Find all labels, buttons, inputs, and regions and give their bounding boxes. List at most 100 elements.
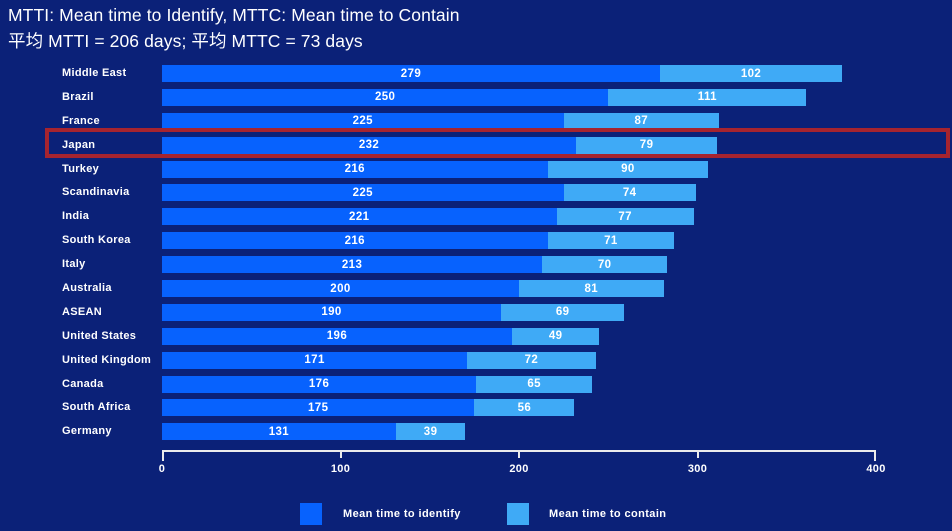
value-label: 81 — [584, 282, 599, 295]
category-label: South Korea — [62, 234, 131, 247]
mttc-segment: 87 — [563, 112, 719, 130]
chart-row: Middle East 279 102 — [0, 62, 952, 86]
mtti-segment: 225 — [162, 184, 564, 202]
value-label: 221 — [349, 210, 370, 223]
stacked-bar: 279 102 — [162, 65, 843, 82]
mtti-segment: 176 — [162, 375, 477, 393]
value-label: 39 — [423, 425, 438, 438]
value-label: 69 — [555, 306, 570, 319]
chart-row: United Kingdom 171 72 — [0, 349, 952, 373]
stacked-bar: 190 69 — [162, 303, 625, 321]
mttc-segment: 90 — [547, 160, 709, 178]
mttc-segment: 81 — [519, 280, 664, 298]
value-label: 200 — [330, 282, 351, 295]
stacked-bar: 213 70 — [162, 256, 668, 274]
chart-row: Scandinavia 225 74 — [0, 181, 952, 205]
mttc-segment: 49 — [511, 327, 600, 345]
value-label: 102 — [740, 67, 762, 80]
value-label: 74 — [622, 186, 637, 199]
category-label: India — [62, 210, 90, 223]
value-label: 56 — [517, 401, 532, 414]
category-label: France — [62, 114, 100, 127]
value-label: 176 — [308, 378, 330, 391]
chart-title: MTTI: Mean time to Identify, MTTC: Mean … — [8, 5, 460, 25]
category-label: South Africa — [62, 401, 131, 414]
category-label: Brazil — [62, 90, 94, 103]
value-label: 190 — [321, 306, 342, 319]
category-label: Turkey — [62, 162, 100, 175]
mtti-segment: 216 — [162, 232, 548, 250]
legend: Mean time to identify Mean time to conta… — [0, 503, 952, 527]
value-label: 77 — [618, 210, 632, 223]
category-label: Germany — [62, 425, 112, 438]
chart-row: Japan 232 79 — [0, 134, 952, 158]
stacked-bar: 225 74 — [162, 184, 696, 202]
stacked-bar: 196 49 — [162, 327, 600, 345]
chart-row: Canada 176 65 — [0, 373, 952, 397]
mtti-segment: 216 — [162, 160, 548, 178]
mttc-segment: 69 — [501, 303, 625, 321]
mttc-segment: 74 — [563, 184, 696, 202]
mttc-segment: 71 — [547, 232, 675, 250]
mttc-segment: 56 — [474, 399, 575, 417]
value-label: 216 — [344, 163, 365, 176]
axis-tick-label: 200 — [509, 463, 529, 475]
chart-row: Germany 131 39 — [0, 420, 952, 444]
mttc-segment: 72 — [467, 351, 596, 369]
value-label: 225 — [352, 115, 373, 128]
legend-label-contain: Mean time to contain — [549, 508, 667, 520]
axis-tick-label: 0 — [158, 463, 166, 475]
chart-row: India 221 77 — [0, 205, 952, 229]
value-label: 90 — [621, 163, 635, 176]
axis-tick — [339, 452, 342, 458]
axis-tick — [518, 452, 520, 458]
mtti-segment: 221 — [162, 208, 557, 226]
axis-tick-label: 300 — [687, 463, 708, 475]
chart-row: South Korea 216 71 — [0, 229, 952, 253]
chart-subtitle: 平均 MTTI = 206 days; 平均 MTTC = 73 days — [8, 31, 363, 51]
value-label: 232 — [358, 139, 380, 152]
stacked-bar: 131 39 — [162, 423, 466, 441]
mtti-segment: 196 — [162, 327, 512, 345]
legend-swatch-identify-icon — [300, 503, 322, 525]
category-label: Italy — [62, 258, 86, 271]
stacked-bar: 200 81 — [162, 280, 664, 298]
category-label: United Kingdom — [62, 353, 152, 366]
stacked-bar: 232 79 — [162, 136, 718, 154]
legend-swatch-contain-icon — [507, 503, 529, 525]
stacked-bar: 171 72 — [162, 351, 596, 369]
chart-row: Australia 200 81 — [0, 277, 952, 301]
value-label: 65 — [527, 378, 541, 391]
stacked-bar: 250 111 — [162, 88, 807, 106]
value-label: 171 — [304, 354, 325, 367]
category-label: Canada — [62, 377, 104, 390]
value-label: 175 — [308, 401, 329, 414]
value-label: 196 — [326, 330, 348, 343]
value-label: 131 — [268, 425, 290, 438]
axis-tick — [874, 452, 876, 461]
mtti-segment: 232 — [162, 136, 577, 154]
axis-tick — [696, 452, 699, 458]
stacked-bar: 175 56 — [162, 399, 575, 417]
value-label: 49 — [548, 330, 563, 343]
value-label: 213 — [341, 258, 363, 271]
stacked-bar: 176 65 — [162, 375, 593, 393]
value-label: 250 — [374, 91, 396, 104]
chart-row: South Africa 175 56 — [0, 396, 952, 420]
mttc-segment: 77 — [556, 208, 694, 226]
stacked-bar: 216 90 — [162, 160, 709, 178]
value-label: 279 — [400, 67, 422, 80]
mttc-segment: 102 — [660, 65, 843, 82]
x-axis: 0 100 200 300 400 — [159, 450, 885, 475]
mtti-segment: 200 — [162, 280, 519, 298]
bar-rows: Middle East 279 102 Brazil 250 111 France 225 87… — [0, 62, 952, 444]
value-label: 79 — [639, 139, 654, 152]
value-label: 216 — [344, 234, 365, 247]
chart-row: ASEAN 190 69 — [0, 301, 952, 325]
value-label: 71 — [604, 234, 618, 247]
category-label: Japan — [62, 138, 96, 151]
category-label: Middle East — [62, 67, 127, 79]
title-block: MTTI: Mean time to Identify, MTTC: Mean … — [8, 2, 460, 54]
mttc-segment: 65 — [476, 375, 593, 393]
